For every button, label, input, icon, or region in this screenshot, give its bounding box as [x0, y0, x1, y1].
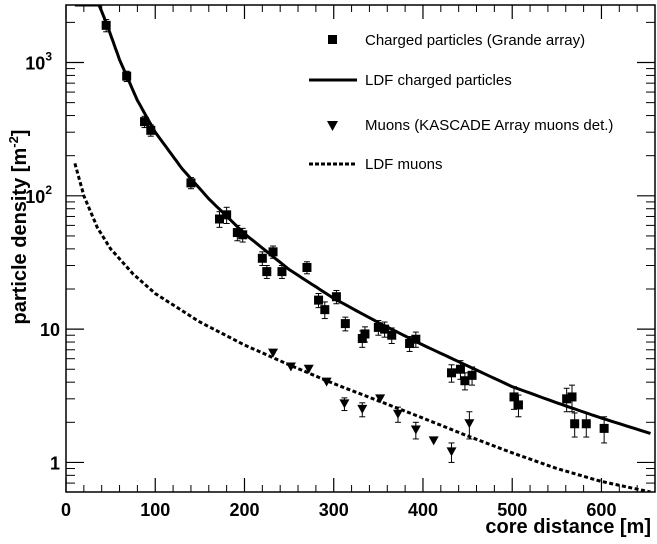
charged-particle-point	[214, 214, 224, 224]
legend-marker-muons	[327, 121, 338, 131]
charged-particle-point	[567, 392, 577, 402]
charged-particle-point	[140, 117, 150, 127]
legend-label-ldf-muons: LDF muons	[365, 156, 443, 173]
charged-particle-point	[186, 178, 196, 188]
charged-particle-point	[122, 71, 132, 81]
muon-point	[446, 447, 457, 457]
y-tick-label: 10	[40, 320, 60, 340]
charged-particle-point	[257, 253, 267, 263]
legend-label-charged: Charged particles (Grande array)	[365, 32, 585, 49]
muon-point	[464, 419, 475, 429]
charged-particle-point	[268, 247, 278, 257]
charged-particle-point	[101, 20, 111, 30]
y-tick-label: 103	[25, 50, 52, 74]
charged-particle-point	[238, 230, 248, 240]
charged-particle-point	[232, 228, 242, 238]
legend-marker-charged	[328, 35, 337, 44]
charged-particle-point	[460, 376, 470, 386]
x-tick-label: 100	[140, 500, 170, 520]
x-tick-label: 200	[229, 500, 259, 520]
charged-particle-point	[320, 305, 330, 315]
charged-particle-point	[513, 400, 523, 410]
x-tick-label: 600	[586, 500, 616, 520]
charged-particle-point	[387, 330, 397, 340]
charged-particle-point	[581, 419, 591, 429]
charged-particle-point	[405, 339, 415, 349]
charged-particle-point	[562, 394, 572, 404]
muon-point	[375, 394, 386, 404]
charged-particle-point	[340, 319, 350, 329]
charged-particle-point	[314, 295, 324, 305]
muon-point	[303, 364, 314, 374]
charged-particle-point	[331, 292, 341, 302]
muon-point	[428, 436, 439, 446]
charged-particle-point	[277, 267, 287, 277]
charged-particle-point	[262, 267, 272, 277]
muon-point	[268, 348, 279, 358]
ldf-muons-curve	[73, 163, 651, 492]
muon-point	[392, 409, 403, 419]
x-tick-label: 300	[319, 500, 349, 520]
charged-particle-point	[599, 423, 609, 433]
charged-particle-point	[455, 364, 465, 374]
muon-point	[285, 362, 296, 372]
x-axis-title: core distance [m]	[485, 516, 651, 538]
charged-particle-point	[411, 334, 421, 344]
charged-particle-point	[380, 324, 390, 334]
charged-particle-point	[357, 334, 367, 344]
charged-particle-point	[509, 392, 519, 402]
plot-border	[65, 4, 656, 493]
charged-particle-point	[467, 370, 477, 380]
charged-particle-point	[146, 125, 156, 135]
charged-particle-point	[222, 210, 232, 220]
ldf-charged-curve	[74, 5, 651, 435]
ldf-curves	[73, 5, 651, 492]
y-tick-label: 102	[25, 183, 52, 207]
charged-particle-point	[570, 419, 580, 429]
axis-ticks: 0 100 200 300 400 500 600 1 10 102 103	[25, 5, 655, 520]
charged-particle-point	[360, 329, 370, 339]
legend-label-muons: Muons (KASCADE Array muons det.)	[365, 117, 613, 134]
muon-point	[339, 399, 350, 409]
y-tick-label: 1	[50, 453, 60, 473]
x-tick-label: 0	[61, 500, 71, 520]
charged-particle-point	[373, 322, 383, 332]
muon-point	[321, 377, 332, 387]
data-markers	[101, 19, 609, 463]
y-axis-title: particle density [m-2]	[6, 130, 31, 325]
muon-point	[357, 404, 368, 414]
x-tick-label: 400	[408, 500, 438, 520]
charged-particle-point	[302, 262, 312, 272]
charged-particle-point	[447, 368, 457, 378]
x-tick-label: 500	[497, 500, 527, 520]
muon-point	[410, 425, 421, 435]
legend: Charged particles (Grande array) LDF cha…	[309, 32, 613, 173]
legend-label-ldf-charged: LDF charged particles	[365, 72, 512, 89]
plot-frame	[65, 4, 656, 493]
